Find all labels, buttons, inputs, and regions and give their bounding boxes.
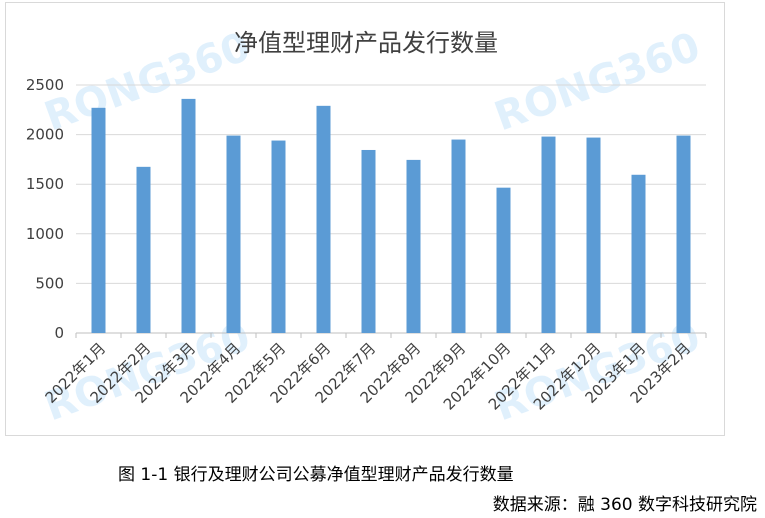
gridlines — [76, 84, 706, 334]
chart-title: 净值型理财产品发行数量 — [234, 29, 498, 57]
bar-chart: RONG360 RONG360 RONG360 RONG360 净值型理财产品发… — [26, 24, 707, 430]
bar — [496, 187, 511, 333]
bar — [631, 174, 646, 333]
bar — [406, 159, 421, 333]
bar — [136, 166, 151, 333]
y-tick-label: 2500 — [26, 76, 64, 94]
bar — [361, 149, 376, 333]
source-note: 数据来源：融 360 数字科技研究院 — [492, 495, 757, 515]
bar — [271, 140, 286, 333]
bar — [91, 107, 106, 333]
y-tick-label: 1000 — [26, 225, 64, 243]
bar — [316, 105, 331, 333]
bar — [541, 136, 556, 333]
y-tick-label: 1500 — [26, 175, 64, 193]
y-tick-label: 500 — [35, 274, 64, 292]
bar — [226, 135, 241, 333]
bar — [181, 98, 196, 333]
bar — [676, 135, 691, 333]
watermark-text: RONG360 — [489, 24, 706, 141]
watermark-text: RONG360 — [39, 24, 256, 141]
y-tick-label: 0 — [54, 324, 64, 342]
y-axis: 0 500 1000 1500 2000 2500 — [26, 76, 64, 342]
bars — [91, 98, 691, 333]
bar — [586, 137, 601, 333]
figure-caption: 图 1-1 银行及理财公司公募净值型理财产品发行数量 — [118, 465, 514, 485]
y-tick-label: 2000 — [26, 126, 64, 144]
bar — [451, 139, 466, 333]
chart-frame: RONG360 RONG360 RONG360 RONG360 净值型理财产品发… — [5, 2, 725, 436]
